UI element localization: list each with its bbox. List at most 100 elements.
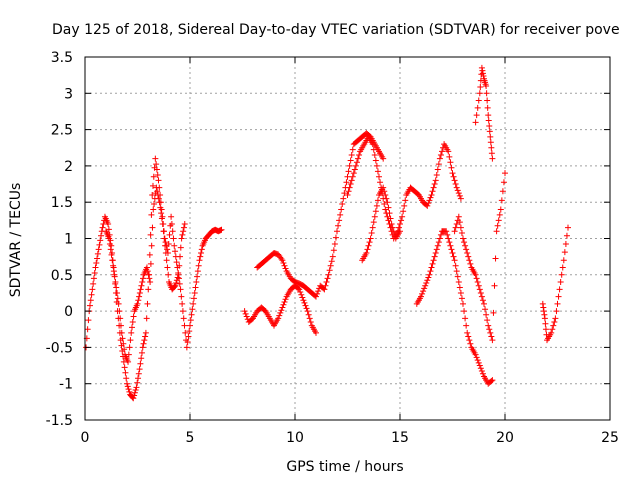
data-point: [334, 228, 340, 235]
data-point: [179, 308, 186, 315]
data-point: [437, 152, 444, 159]
data-point: [397, 228, 403, 235]
data-point: [142, 333, 149, 340]
data-point: [301, 299, 308, 306]
data-point: [466, 257, 473, 264]
data-point: [92, 264, 99, 271]
data-point: [126, 388, 133, 395]
data-point: [496, 211, 503, 218]
data-point: [173, 259, 180, 266]
data-point: [397, 220, 403, 227]
data-point: [346, 162, 353, 169]
data-point: [147, 279, 154, 286]
data-point: [176, 262, 183, 269]
data-point: [192, 284, 199, 291]
data-point: [539, 300, 546, 307]
data-point: [162, 239, 169, 246]
data-point: [141, 337, 148, 344]
data-point: [135, 297, 142, 304]
data-point: [279, 304, 286, 311]
data-point: [128, 329, 135, 336]
data-point: [338, 206, 345, 213]
data-point: [168, 220, 175, 227]
data-point: [427, 268, 434, 275]
data-point: [425, 200, 432, 207]
data-point: [499, 188, 506, 195]
data-point: [130, 395, 137, 402]
data-point: [177, 286, 184, 293]
data-point: [345, 168, 352, 175]
data-point: [444, 231, 451, 238]
data-point: [275, 315, 282, 322]
data-point: [173, 279, 180, 286]
data-point: [454, 273, 461, 280]
data-point: [476, 362, 483, 369]
data-point: [433, 171, 440, 178]
data-point: [355, 155, 361, 162]
data-point: [93, 260, 100, 267]
data-point: [451, 177, 458, 184]
data-point: [479, 297, 486, 304]
data-point: [335, 222, 342, 229]
y-tick-label: 3: [64, 86, 73, 102]
data-point: [172, 248, 179, 255]
data-point: [116, 308, 123, 315]
data-point: [153, 166, 160, 173]
data-point: [150, 173, 157, 180]
data-point: [449, 170, 456, 177]
data-point: [474, 357, 481, 364]
data-point: [434, 166, 441, 173]
data-point: [145, 286, 152, 293]
data-point: [449, 250, 456, 257]
data-point: [458, 295, 465, 302]
data-point: [384, 213, 391, 220]
data-point: [330, 247, 337, 254]
data-point: [84, 326, 91, 333]
data-point: [473, 275, 480, 282]
data-point: [121, 364, 128, 371]
data-point: [137, 286, 144, 293]
data-point: [376, 173, 382, 180]
data-point: [180, 315, 187, 322]
data-point: [144, 300, 151, 307]
data-point: [180, 224, 187, 231]
data-point: [325, 271, 332, 278]
data-point: [154, 171, 161, 178]
data-point: [150, 206, 157, 213]
data-point: [140, 340, 147, 347]
data-point: [455, 190, 462, 197]
data-point: [475, 97, 482, 104]
data-point: [420, 288, 427, 295]
data-point: [149, 224, 156, 231]
data-point: [158, 210, 165, 217]
data-point: [476, 90, 483, 97]
data-point: [472, 351, 479, 358]
data-point: [484, 97, 491, 104]
data-point: [113, 284, 120, 291]
data-point: [162, 242, 169, 249]
data-point: [295, 285, 302, 292]
data-point: [481, 300, 487, 307]
data-point: [474, 279, 481, 286]
y-tick-label: -0.5: [46, 340, 73, 356]
data-point: [190, 295, 197, 302]
data-point: [456, 192, 463, 199]
data-point: [485, 112, 492, 119]
data-point: [557, 279, 564, 286]
data-point: [351, 166, 358, 173]
data-point: [196, 257, 203, 264]
data-point: [344, 173, 351, 180]
data-point: [147, 231, 154, 238]
data-point: [191, 289, 198, 296]
data-point: [563, 232, 570, 239]
data-point: [327, 262, 334, 269]
data-point: [488, 150, 495, 157]
data-point: [140, 275, 147, 282]
data-point: [448, 246, 455, 253]
data-point: [352, 162, 359, 169]
data-point: [106, 235, 113, 242]
data-point: [423, 279, 430, 286]
data-point: [387, 215, 394, 222]
x-tick-label: 15: [391, 430, 409, 446]
data-point: [383, 195, 390, 202]
